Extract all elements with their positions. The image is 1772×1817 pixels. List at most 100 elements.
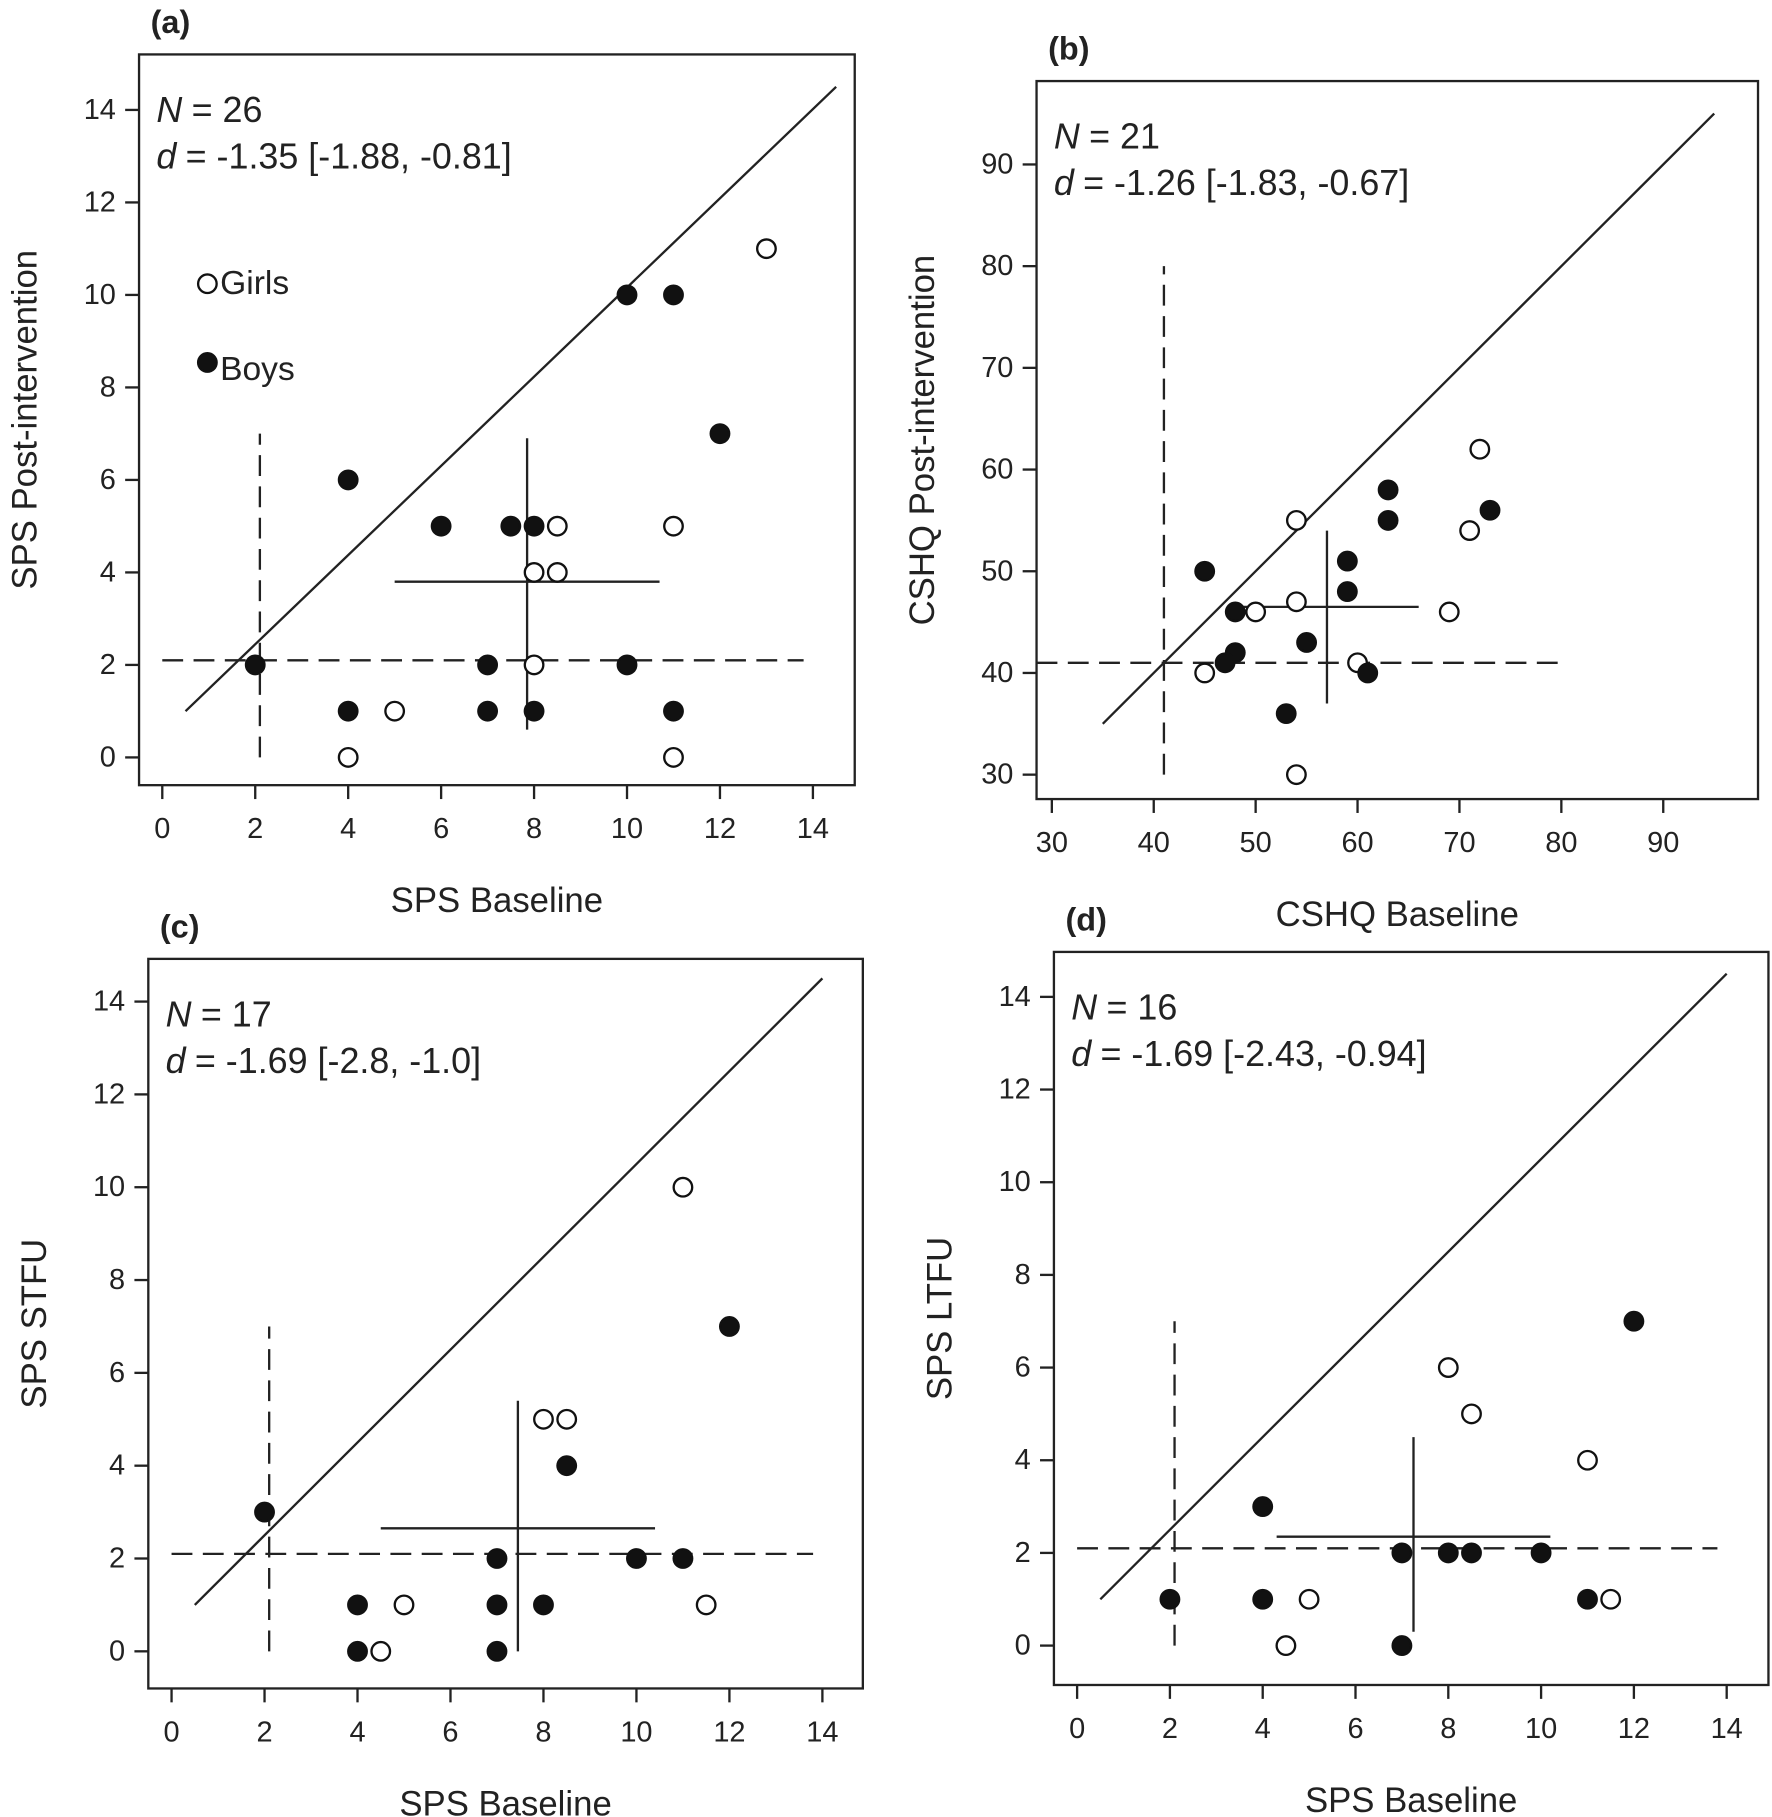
point	[430, 515, 452, 537]
point	[663, 515, 684, 537]
x-tick-label: 6	[442, 1716, 458, 1748]
x-tick-label: 2	[247, 813, 263, 845]
point	[1391, 1542, 1413, 1564]
panel-label: (d)	[1065, 902, 1106, 938]
point	[1252, 1496, 1274, 1518]
y-tick-label: 10	[84, 279, 116, 311]
point	[486, 1594, 508, 1616]
point	[500, 515, 522, 537]
y-tick-label: 40	[981, 657, 1013, 689]
point	[523, 515, 545, 537]
point	[477, 654, 499, 676]
y-tick-label: 70	[981, 352, 1013, 384]
point	[337, 469, 359, 491]
y-tick-label: 6	[100, 464, 116, 496]
point	[672, 1176, 694, 1198]
stat-annotation: N = 21	[1054, 117, 1160, 157]
x-tick-label: 14	[1711, 1713, 1743, 1745]
point	[546, 515, 568, 537]
reference-line	[184, 85, 837, 713]
point	[533, 1594, 554, 1616]
point	[1438, 601, 1460, 623]
point	[1357, 662, 1379, 684]
point	[1194, 662, 1216, 684]
y-tick-label: 2	[1015, 1537, 1031, 1569]
x-axis-label: SPS Baseline	[391, 882, 603, 920]
stat-symbol: d	[166, 1041, 187, 1081]
point	[1214, 652, 1236, 674]
x-tick-label: 0	[154, 813, 170, 845]
point	[1377, 479, 1399, 501]
point	[1336, 550, 1358, 572]
x-tick-label: 40	[1138, 827, 1170, 859]
y-tick-label: 2	[109, 1543, 125, 1575]
y-tick-label: 80	[981, 250, 1013, 282]
point	[1461, 1542, 1482, 1564]
x-tick-label: 8	[1440, 1713, 1456, 1745]
x-tick-label: 8	[526, 813, 542, 845]
panel-label: (b)	[1048, 31, 1089, 67]
x-tick-label: 12	[1618, 1713, 1650, 1745]
x-tick-label: 4	[349, 1716, 365, 1748]
stat-symbol: N	[166, 994, 192, 1034]
x-tick-label: 6	[1347, 1713, 1363, 1745]
stat-text: = 17	[201, 994, 272, 1034]
plot-frame	[147, 957, 864, 1690]
point	[347, 1640, 368, 1662]
point	[523, 654, 545, 676]
point	[1275, 703, 1297, 725]
y-axis-label: CSHQ Post-intervention	[904, 255, 942, 626]
x-tick-label: 12	[704, 813, 736, 845]
point	[616, 284, 638, 306]
plot-frame	[137, 53, 856, 787]
x-tick-label: 10	[620, 1716, 652, 1748]
stat-annotation: d = -1.69 [-2.8, -1.0]	[166, 1041, 481, 1081]
point	[1623, 1310, 1645, 1332]
point	[486, 1640, 508, 1662]
y-tick-label: 0	[100, 741, 116, 773]
y-tick-label: 8	[109, 1264, 125, 1296]
stat-text: = 26	[192, 90, 263, 130]
point	[1159, 1588, 1181, 1610]
point	[556, 1455, 578, 1477]
x-tick-label: 4	[340, 813, 356, 845]
point	[1391, 1635, 1413, 1657]
x-tick-label: 70	[1443, 827, 1475, 859]
point	[1377, 509, 1399, 531]
point	[1530, 1542, 1552, 1564]
stat-symbol: d	[1071, 1034, 1092, 1074]
point	[523, 561, 545, 583]
y-tick-label: 90	[981, 148, 1013, 180]
point	[1479, 499, 1501, 521]
stat-text: = -1.69 [-2.43, -0.94]	[1101, 1034, 1427, 1074]
stat-symbol: d	[156, 136, 177, 176]
x-axis-label: SPS Baseline	[1305, 1782, 1517, 1817]
panels: (a) 0 2 4 6 8 10 12 14 0 2 4 6 8 10 12 14 SPS Baseline SPS…	[7, 4, 1770, 1817]
point	[756, 238, 777, 260]
x-tick-label: 14	[797, 813, 829, 845]
point	[556, 1408, 578, 1430]
y-tick-label: 12	[84, 186, 116, 218]
point	[663, 746, 684, 768]
stat-text: = -1.26 [-1.83, -0.67]	[1083, 163, 1409, 203]
stat-annotation: d = -1.69 [-2.43, -0.94]	[1071, 1034, 1426, 1074]
y-tick-label: 30	[981, 759, 1013, 791]
y-tick-label: 2	[100, 649, 116, 681]
point	[695, 1594, 717, 1616]
point	[663, 284, 684, 306]
legend-marker	[196, 352, 218, 373]
panel: (a) 0 2 4 6 8 10 12 14 0 2 4 6 8 10 12 14 SPS Baseline SPS…	[7, 4, 856, 920]
x-tick-label: 60	[1341, 827, 1373, 859]
point	[546, 561, 568, 583]
stat-text: = 16	[1106, 988, 1177, 1028]
stat-symbol: N	[156, 90, 182, 130]
stat-symbol: N	[1054, 117, 1080, 157]
y-tick-label: 4	[1015, 1444, 1031, 1476]
point	[626, 1548, 647, 1569]
x-tick-label: 2	[1162, 1713, 1178, 1745]
y-tick-label: 6	[109, 1357, 125, 1389]
x-tick-label: 0	[1069, 1713, 1085, 1745]
stat-annotation: N = 17	[166, 994, 272, 1034]
point	[616, 654, 638, 676]
